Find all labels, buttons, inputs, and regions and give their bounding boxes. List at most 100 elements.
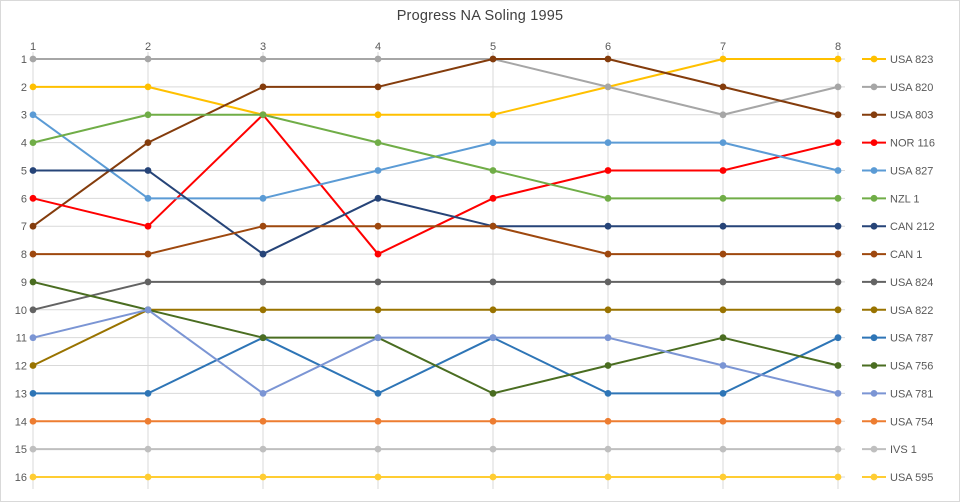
data-point-marker [604, 55, 612, 63]
series-nzl-1 [29, 111, 842, 202]
data-point-marker [29, 278, 37, 286]
data-point-marker [604, 417, 612, 425]
data-point-marker [29, 473, 37, 481]
data-point-marker [834, 362, 842, 369]
legend: USA 823 USA 820 USA 803 NOR 116 USA 827 NZL 1… [862, 54, 935, 484]
data-point-marker [259, 417, 267, 425]
data-point-marker [719, 445, 727, 453]
y-axis-tick-label: 7 [21, 221, 27, 233]
legend-marker-icon [870, 445, 878, 453]
data-point-marker [834, 278, 842, 286]
data-point-marker [374, 167, 382, 174]
data-point-marker [29, 306, 37, 314]
legend-marker-icon [870, 306, 878, 314]
legend-item: USA 803 [862, 110, 933, 122]
data-point-marker [259, 111, 267, 119]
series-line [32, 113, 839, 256]
legend-item: USA 824 [862, 277, 933, 289]
series-line [33, 58, 838, 116]
data-point-marker [259, 194, 267, 202]
y-axis-tick-label: 11 [16, 333, 27, 345]
legend-marker-icon [870, 390, 878, 397]
series-line [33, 169, 838, 256]
data-point-marker [144, 194, 152, 202]
data-point-marker [489, 334, 497, 342]
legend-marker-icon [870, 473, 878, 481]
legend-label: USA 756 [890, 361, 933, 373]
data-point-marker [144, 278, 152, 286]
data-point-marker [719, 194, 727, 202]
data-point-marker [259, 250, 267, 258]
y-axis-tick-label: 4 [21, 138, 27, 150]
data-point-marker [489, 473, 497, 481]
y-axis-tick-label: 8 [21, 249, 27, 261]
x-axis-tick-label: 5 [490, 41, 496, 53]
series-can-212 [29, 167, 842, 258]
series-line [32, 280, 838, 311]
data-point-marker [719, 250, 727, 258]
data-point-marker [604, 83, 612, 91]
legend-marker-icon [870, 278, 878, 286]
data-point-marker [489, 139, 497, 147]
series-usa-754 [29, 417, 842, 425]
y-axis-tick-label: 9 [21, 277, 27, 289]
legend-marker-icon [870, 111, 878, 119]
legend-marker-icon [870, 417, 878, 425]
data-point-marker [719, 222, 727, 230]
data-point-marker [29, 55, 37, 63]
y-axis-tick-label: 1 [21, 54, 27, 66]
x-axis-tick-label: 1 [30, 41, 36, 53]
y-axis-tick-label: 5 [21, 165, 27, 177]
data-point-marker [489, 222, 497, 230]
series-line [32, 280, 839, 395]
data-point-marker [604, 278, 612, 286]
data-point-marker [719, 55, 727, 63]
legend-item: NZL 1 [862, 193, 920, 205]
data-point-marker [489, 111, 497, 119]
data-point-marker [719, 139, 727, 147]
legend-item: USA 756 [862, 361, 933, 373]
legend-marker-icon [870, 139, 878, 147]
series-line [33, 225, 838, 256]
data-point-marker [834, 334, 842, 342]
data-point-marker [29, 362, 37, 369]
legend-marker-icon [870, 222, 878, 230]
data-point-marker [374, 111, 382, 119]
data-point-marker [374, 139, 382, 147]
legend-item: CAN 212 [862, 221, 935, 233]
data-point-marker [489, 278, 497, 286]
data-point-marker [374, 334, 382, 342]
data-point-marker [489, 194, 497, 202]
data-point-marker [259, 334, 267, 342]
data-point-marker [604, 139, 612, 147]
data-point-marker [29, 445, 37, 453]
data-point-marker [834, 111, 842, 119]
data-point-marker [29, 222, 37, 230]
x-axis-tick-label: 2 [145, 41, 151, 53]
data-point-marker [144, 445, 152, 453]
series-line [32, 308, 839, 395]
x-axis-labels: 1 2 3 4 5 6 7 8 [30, 41, 841, 53]
series-usa-824 [29, 278, 842, 314]
data-point-marker [719, 417, 727, 425]
data-point-marker [29, 139, 37, 147]
series-line [32, 113, 838, 200]
data-point-marker [604, 390, 612, 397]
data-point-marker [29, 83, 37, 91]
legend-marker-icon [870, 334, 878, 342]
data-point-marker [144, 55, 152, 63]
data-point-marker [144, 473, 152, 481]
data-point-marker [374, 306, 382, 314]
legend-label: CAN 1 [890, 249, 922, 261]
data-point-marker [374, 194, 382, 202]
series-usa-595 [29, 473, 842, 481]
data-point-marker [604, 250, 612, 258]
legend-marker-icon [870, 83, 878, 91]
series-line [33, 58, 839, 116]
data-point-marker [489, 417, 497, 425]
data-point-marker [604, 445, 612, 453]
y-axis-tick-label: 6 [21, 193, 27, 205]
data-point-marker [719, 83, 727, 91]
